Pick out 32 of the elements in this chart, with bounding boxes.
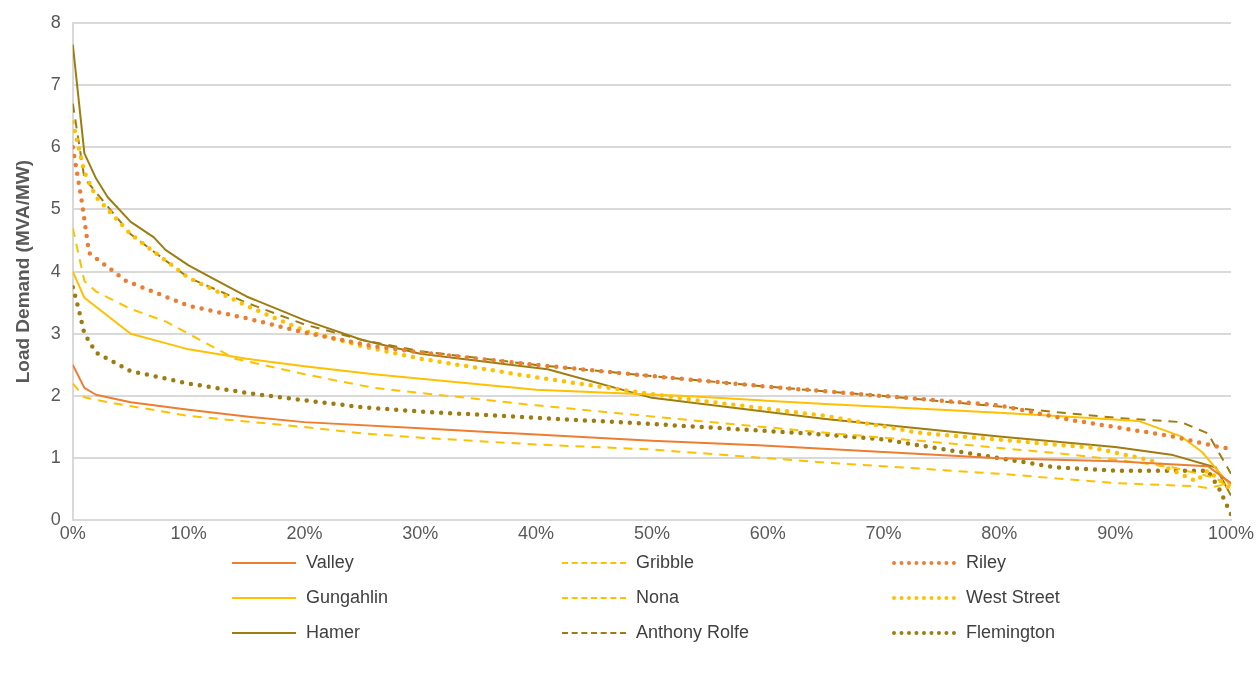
x-tick-label: 60% (749, 523, 786, 544)
line-series (72, 144, 1231, 452)
legend-label: Anthony Rolfe (636, 622, 750, 643)
x-tick-label: 70% (865, 523, 902, 544)
x-tick-label: 40% (518, 523, 555, 544)
legend-label: Gribble (636, 552, 695, 573)
legend-label: Flemington (966, 622, 1056, 643)
y-tick-label: 4 (50, 260, 61, 281)
x-tick-label: 50% (633, 523, 670, 544)
x-tick-label: 100% (1207, 523, 1254, 544)
x-tick-label: 30% (402, 523, 439, 544)
legend-label: Nona (636, 587, 680, 608)
y-axis-title: Load Demand (MVA/MW) (11, 159, 33, 384)
line-series (72, 284, 1231, 517)
x-tick-label: 10% (170, 523, 207, 544)
y-tick-label: 6 (50, 136, 61, 157)
y-tick-label: 1 (50, 447, 61, 468)
y-tick-label: 8 (50, 11, 61, 32)
y-tick-label: 0 (50, 509, 61, 530)
y-tick-label: 5 (50, 198, 61, 219)
x-tick-label: 90% (1097, 523, 1134, 544)
legend-label: Hamer (306, 622, 361, 643)
x-tick-label: 0% (59, 523, 86, 544)
x-tick-label: 80% (981, 523, 1018, 544)
legend-label: Valley (306, 552, 354, 573)
legend-label: West Street (966, 587, 1060, 608)
y-tick-label: 3 (50, 322, 61, 343)
legend-label: Riley (966, 552, 1007, 573)
y-tick-label: 2 (50, 384, 61, 405)
x-tick-label: 20% (286, 523, 323, 544)
y-tick-label: 7 (50, 73, 61, 94)
legend-label: Gungahlin (306, 587, 389, 608)
